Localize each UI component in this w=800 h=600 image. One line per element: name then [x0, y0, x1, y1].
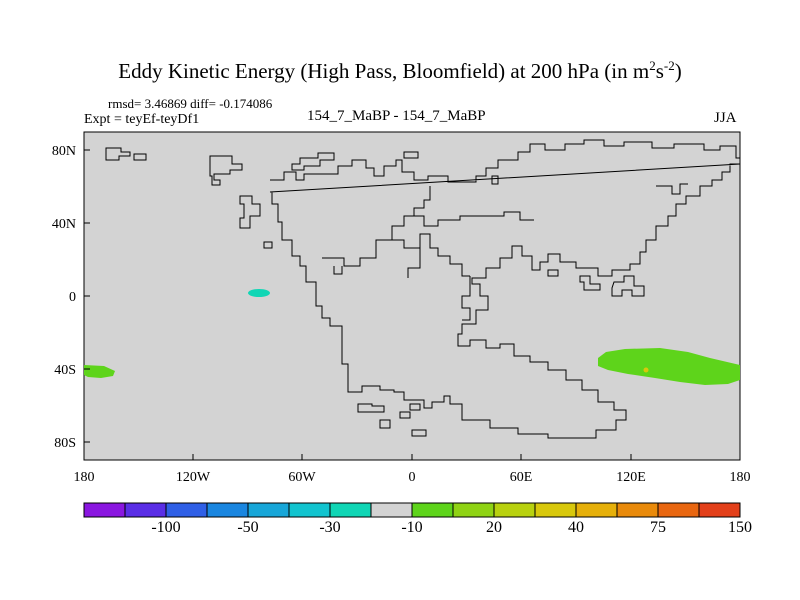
coastline-seam-1 — [322, 186, 431, 267]
colorbar-box-10 — [493, 502, 536, 518]
colorbar-box-3 — [206, 502, 249, 518]
coastline-arctic-island-8 — [491, 175, 499, 185]
colorbar-box-7 — [370, 502, 413, 518]
coastline-seam-10 — [547, 269, 559, 277]
coastline-south-island-5 — [409, 403, 421, 411]
colorbar-label-3: -10 — [401, 519, 423, 536]
expt-text: Expt = teyEf-teyDf1 — [84, 112, 200, 127]
coastline-arctic-island-2 — [209, 155, 243, 186]
colorbar-box-14 — [657, 502, 700, 518]
colorbar-box-11 — [534, 502, 577, 518]
x-tick-120w: 120W — [176, 470, 211, 485]
colorbar-box-1 — [124, 502, 167, 518]
coastline-south-island-3 — [399, 411, 411, 419]
y-tick-80n: 80N — [52, 144, 76, 159]
coastline-arctic-island-3 — [133, 153, 147, 161]
green-band-south-indian — [598, 348, 740, 385]
cyan-blob-eq-pacific — [248, 289, 270, 297]
coastline-seam-5 — [407, 248, 421, 278]
colorbar-label-5: 40 — [568, 519, 584, 536]
colorbar-label-1: -50 — [237, 519, 259, 536]
colorbar-box-2 — [165, 502, 208, 518]
green-blob-south-pacific — [84, 365, 115, 378]
y-tick-40n: 40N — [52, 217, 76, 232]
x-tick-0: 0 — [409, 470, 416, 485]
colorbar-box-4 — [247, 502, 290, 518]
coastline-main-continent — [269, 139, 741, 439]
map-background — [83, 131, 741, 461]
axis-ticks — [84, 149, 632, 460]
y-tick-40s: 40S — [54, 363, 76, 378]
colorbar-label-4: 20 — [486, 519, 502, 536]
colorbar-label-2: -30 — [319, 519, 341, 536]
x-tick-60e: 60E — [510, 470, 533, 485]
colorbar-box-8 — [411, 502, 454, 518]
colorbar — [83, 502, 741, 518]
coastline-seam-6 — [461, 276, 471, 321]
x-tick-60w: 60W — [288, 470, 316, 485]
coastline-arctic-island-6 — [239, 195, 261, 229]
coastline-seam-8 — [579, 275, 601, 291]
coastline-south-island-4 — [411, 429, 427, 437]
colorbar-box-13 — [616, 502, 659, 518]
coastlines — [105, 139, 741, 439]
colorbar-label-0: -100 — [151, 519, 181, 536]
season-text: JJA — [714, 110, 737, 126]
coastline-south-island-2 — [379, 419, 391, 429]
coastline-seam-9 — [611, 275, 645, 297]
case-text: 154_7_MaBP - 154_7_MaBP — [307, 108, 486, 124]
orange-dot — [643, 367, 649, 373]
coastline-seam-7 — [656, 183, 688, 195]
y-tick-0: 0 — [69, 290, 76, 305]
colorbar-box-0 — [83, 502, 126, 518]
coastline-arctic-island-5 — [403, 151, 419, 159]
colorbar-box-12 — [575, 502, 618, 518]
coastline-seam-4 — [375, 233, 470, 277]
colorbar-box-6 — [329, 502, 372, 518]
colorbar-box-9 — [452, 502, 495, 518]
colorbar-label-6: 75 — [650, 519, 666, 536]
x-tick-180-left: 180 — [74, 470, 95, 485]
colorbar-box-5 — [288, 502, 331, 518]
x-tick-120e: 120E — [616, 470, 646, 485]
rmsd-diff-text: rmsd= 3.46869 diff= -0.174086 — [108, 96, 273, 111]
coastline-seam-2 — [333, 266, 343, 275]
coastline-south-island-1 — [357, 403, 385, 413]
chart-title: Eddy Kinetic Energy (High Pass, Bloomfie… — [118, 58, 682, 83]
y-tick-80s: 80S — [54, 436, 76, 451]
colorbar-label-7: 150 — [728, 519, 752, 536]
coastline-arctic-island-1 — [105, 147, 131, 161]
colorbar-box-15 — [698, 502, 741, 518]
coastline-arctic-island-7 — [263, 241, 273, 249]
coastline-seam-3 — [414, 211, 534, 227]
x-tick-180-right: 180 — [730, 470, 751, 485]
coastline-arctic-island-4 — [291, 152, 335, 171]
